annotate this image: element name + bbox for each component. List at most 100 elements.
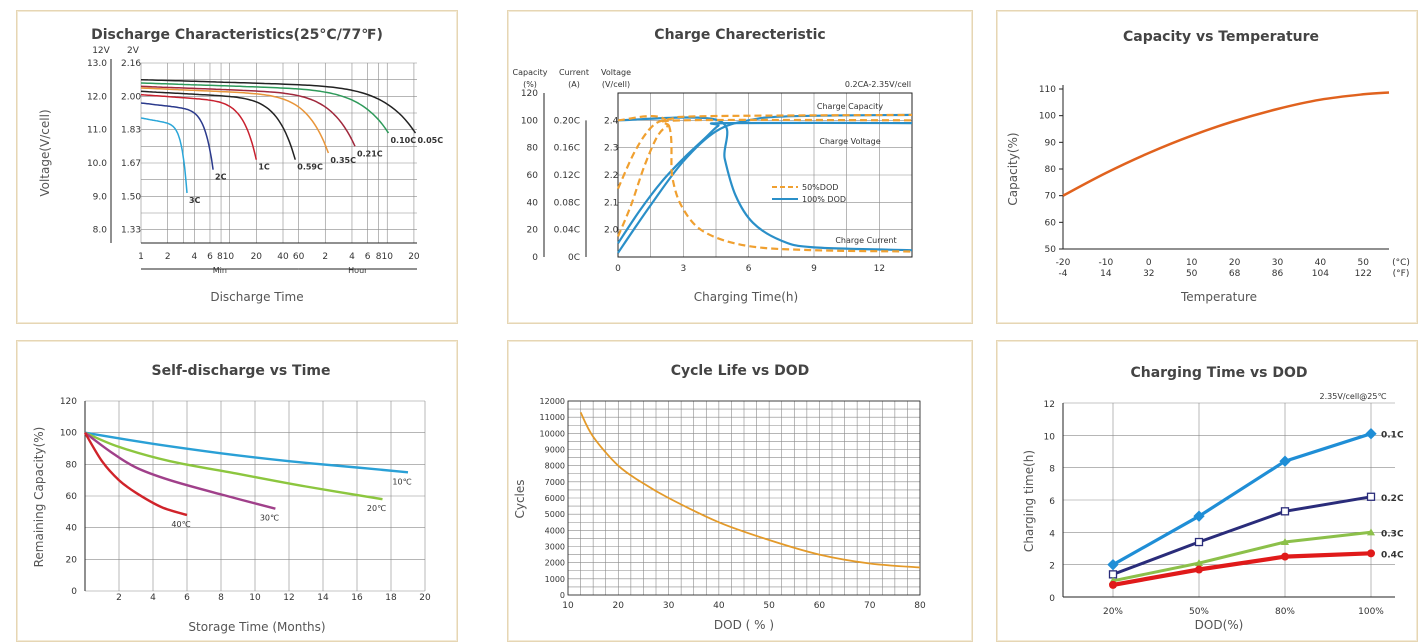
cycle-life-curve	[579, 411, 921, 569]
y-tick-label: 10	[1044, 432, 1056, 442]
x-tick-label: 60	[293, 252, 305, 262]
discharge-curve-0.10C	[140, 82, 390, 134]
x-tick-fahrenheit: 122	[1355, 269, 1372, 279]
y-tick-2v: 1.67	[121, 159, 141, 169]
charging-series-line-3	[1112, 551, 1372, 587]
curve-label-0.59C: 0.59C	[297, 163, 323, 172]
current-tick: 0.08C	[554, 198, 580, 208]
y-tick-label: 8	[1049, 465, 1055, 475]
voltage-tick: 2.3	[604, 144, 618, 154]
x-tick-fahrenheit: 14	[1100, 269, 1112, 279]
y-tick-12v: 9.0	[93, 192, 108, 202]
chart-subtitle: 2.35V/cell@25℃	[1320, 392, 1387, 401]
cycle-life-chart: Cycle Life vs DOD 0 1000 2000 3000 4000 5000 60…	[513, 363, 926, 632]
current-tick: 0.04C	[554, 226, 580, 236]
charging-point-circle	[1195, 565, 1203, 574]
self-discharge-chart-panel: Self-discharge vs Time 0 20 40 60 80 100 120 2 4 6…	[16, 340, 458, 642]
charging-point-circle	[1281, 552, 1289, 561]
y-tick-2v: 1.33	[121, 226, 141, 236]
x-axis-label: Charging Time(h)	[694, 290, 798, 304]
y-tick-label: 9000	[545, 446, 565, 455]
x-tick-label: 60	[814, 601, 826, 611]
capacity-tick: 20	[527, 226, 539, 236]
charging-series-line-2	[1112, 530, 1372, 583]
x-tick-label: 12	[283, 593, 294, 603]
charge-chart: Charge Charecteristic 0.2CA-2.35V/cell Cap…	[513, 27, 913, 304]
y-tick-label: 80	[66, 460, 78, 470]
x-tick-label: 6	[184, 593, 190, 603]
charging-point-triangle	[1195, 559, 1203, 567]
x-axis-label: DOD(%)	[1195, 618, 1244, 632]
charge-curve-50--DOD-current	[617, 115, 913, 253]
x-tick-label: 4	[150, 593, 156, 603]
y-tick-label: 0	[560, 591, 565, 600]
charging-point-diamond	[1279, 455, 1291, 467]
x-axis-label: Storage Time (Months)	[188, 620, 325, 634]
x-tick-label: 10	[249, 593, 261, 603]
y-tick-2v: 1.50	[121, 192, 141, 202]
charging-series-line-1	[1112, 495, 1372, 576]
capacity-curve	[1062, 91, 1390, 197]
charging-point-square	[1108, 570, 1118, 579]
x-tick-label: 8	[218, 593, 224, 603]
charging-point-square	[1366, 492, 1376, 501]
charging-time-chart: Charging Time vs DOD 2.35V/cell@25℃ 0 2 4 6 8 1…	[1022, 365, 1404, 632]
voltage-tick: 2.1	[604, 198, 618, 208]
discharge-curve-2C	[140, 102, 214, 170]
x-tick-label: 20%	[1103, 607, 1123, 617]
capacity-tick: 0	[532, 253, 538, 263]
chart-title: Cycle Life vs DOD	[671, 363, 810, 379]
series-label-0: 0.1C	[1381, 431, 1404, 441]
voltage-tick: 2.4	[604, 116, 619, 126]
x-tick-label: 3	[680, 264, 686, 274]
y-tick-label: 80	[1045, 165, 1057, 175]
curve-label-1: 20℃	[367, 504, 386, 513]
current-tick: 0.20C	[554, 116, 580, 126]
x-tick-label: 70	[864, 601, 876, 611]
series-label-1: 0.2C	[1381, 494, 1404, 504]
charge-chart-panel: Charge Charecteristic 0.2CA-2.35V/cell Cap…	[507, 10, 973, 324]
series-label-2: 0.3C	[1381, 529, 1404, 539]
chart-title: Capacity vs Temperature	[1123, 29, 1319, 45]
x-tick-label: 80%	[1275, 607, 1295, 617]
group-min-label: Min	[213, 266, 227, 275]
y-tick-label: 3000	[545, 543, 565, 552]
x-tick-label: 40	[713, 601, 725, 611]
capacity-temperature-chart: Capacity vs Temperature5060708090100110-…	[1006, 29, 1410, 304]
x-tick-fahrenheit: 50	[1186, 269, 1198, 279]
chart-title: Charging Time vs DOD	[1130, 365, 1307, 381]
plot-frame	[617, 92, 913, 258]
y-tick-label: 60	[1045, 218, 1057, 228]
y-tick-label: 7000	[545, 478, 565, 487]
capacity-axis-head: Capacity	[513, 68, 548, 77]
x-tick-celsius: 10	[1186, 258, 1198, 268]
x-tick-label: 6	[746, 264, 752, 274]
y-head-12v: 12V	[92, 46, 110, 56]
x-tick-label: 30	[663, 601, 675, 611]
x-tick-celsius: -20	[1056, 258, 1071, 268]
x-tick-label: 2	[165, 252, 171, 262]
x-tick-fahrenheit: 68	[1229, 269, 1241, 279]
x-axis-label: Temperature	[1180, 290, 1257, 304]
curve-label-0.35C: 0.35C	[330, 156, 356, 165]
chart-title: Discharge Characteristics(25°C/77℉)	[91, 27, 383, 43]
y-tick-label: 5000	[545, 510, 565, 519]
discharge-curve-1C	[140, 93, 258, 160]
group-hour-label: Hour	[348, 266, 368, 275]
self-discharge-curve-0	[84, 431, 409, 474]
y-axis-label: Cycles	[513, 479, 527, 518]
current-tick: 0.12C	[554, 171, 580, 181]
x-tick-label: 8	[376, 252, 382, 262]
charging-point-diamond	[1365, 428, 1377, 440]
y-tick-12v: 13.0	[87, 59, 107, 69]
x-tick-fahrenheit: 32	[1143, 269, 1154, 279]
discharge-curve-3C	[140, 117, 188, 194]
charging-point-square	[1280, 507, 1290, 516]
y-tick-2v: 2.00	[121, 92, 141, 102]
x-tick-celsius: 30	[1272, 258, 1284, 268]
label-charge-voltage: Charge Voltage	[819, 137, 880, 146]
charge-curve-50--DOD-voltage	[616, 118, 913, 237]
y-tick-label: 6000	[545, 494, 565, 503]
x-tick-label: 1	[138, 252, 144, 262]
curve-label-0.21C: 0.21C	[357, 149, 383, 158]
